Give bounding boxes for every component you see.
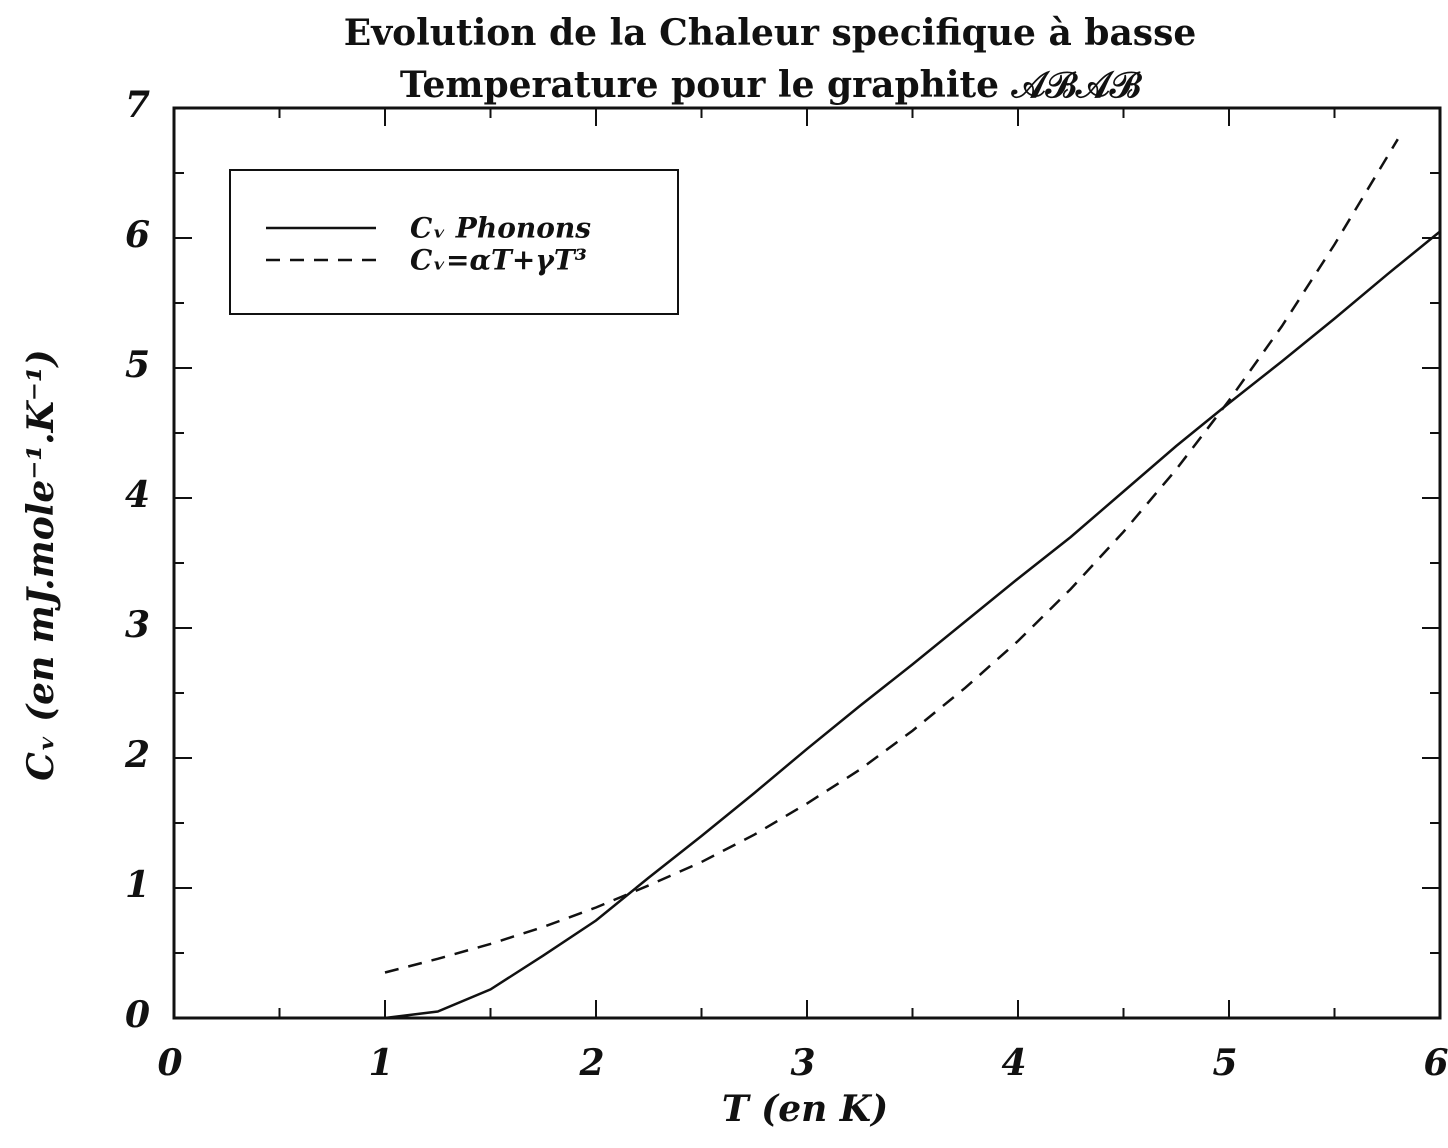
chart-title: Temperature pour le graphite 𝒜ℬ𝒜ℬ [400, 64, 1143, 106]
x-tick-label: 6 [1423, 1042, 1448, 1084]
y-tick-label: 2 [124, 734, 150, 776]
x-tick-label: 5 [1212, 1042, 1237, 1084]
y-tick-label: 0 [125, 994, 150, 1036]
x-tick-label: 1 [368, 1042, 393, 1084]
x-tick-label: 2 [578, 1042, 604, 1084]
legend-label: Cᵥ=αT+γT³ [410, 244, 587, 277]
series-line [384, 138, 1399, 974]
y-tick-label: 5 [125, 344, 150, 386]
y-tick-label: 1 [125, 864, 150, 906]
y-tick-label: 6 [125, 214, 150, 256]
y-tick-label: 7 [125, 84, 150, 126]
x-tick-label: 0 [157, 1042, 182, 1084]
x-tick-label: 4 [1001, 1042, 1026, 1084]
y-tick-label: 3 [125, 604, 150, 646]
x-tick-label: 3 [790, 1042, 815, 1084]
series-line [384, 230, 1441, 1020]
x-axis-label: T (en K) [722, 1088, 888, 1130]
y-axis-label: Cᵥ (en mJ.mole⁻¹.K⁻¹) [20, 349, 62, 780]
chart-title: Evolution de la Chaleur specifique à bas… [344, 12, 1197, 54]
y-tick-label: 4 [125, 474, 150, 516]
legend-box [229, 169, 679, 315]
legend-label: Cᵥ Phonons [410, 212, 591, 245]
